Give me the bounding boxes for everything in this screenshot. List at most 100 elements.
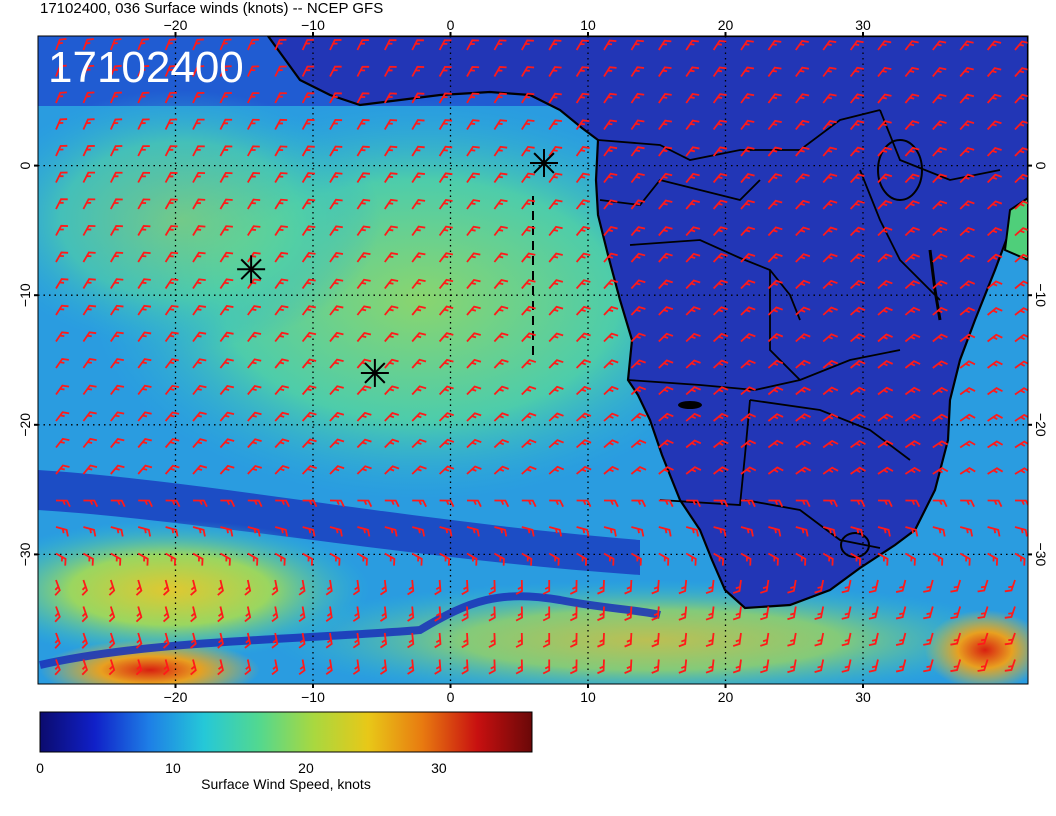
- wind-barb: [658, 526, 672, 537]
- wind-barb: [658, 92, 672, 104]
- wind-barb: [548, 119, 563, 130]
- wind-barb: [868, 579, 879, 594]
- colorbar-tick-label: 30: [431, 760, 447, 776]
- wind-barb: [849, 66, 865, 78]
- x-tick-top: [449, 32, 452, 36]
- map-frame: [37, 35, 1029, 685]
- x-tick-label-top: −20: [164, 17, 188, 33]
- wind-barb: [54, 579, 61, 596]
- wind-barb: [822, 173, 838, 184]
- wind-barb: [548, 465, 565, 475]
- wind-barb: [987, 307, 1003, 316]
- wind-barb: [493, 252, 508, 263]
- wind-barb: [329, 172, 343, 183]
- wind-barb: [461, 686, 468, 700]
- wind-barb: [108, 659, 116, 676]
- x-tick-label-bottom: −20: [164, 689, 188, 705]
- wind-barb: [877, 93, 892, 104]
- wind-barb: [548, 199, 563, 210]
- wind-barb: [904, 120, 920, 131]
- wind-barb: [685, 439, 702, 449]
- wind-barb: [987, 526, 1001, 537]
- wind-barb: [959, 93, 975, 104]
- wind-barb: [850, 499, 866, 508]
- wind-barb: [356, 172, 371, 183]
- wind-barb: [329, 499, 345, 508]
- wind-barb: [658, 39, 672, 51]
- wind-barb: [324, 686, 332, 701]
- wind-barb: [1004, 579, 1016, 593]
- wind-barb: [986, 173, 1003, 184]
- wind-barb: [271, 659, 279, 676]
- wind-barb: [109, 91, 122, 104]
- wind-barb: [274, 465, 290, 475]
- wind-barb: [877, 306, 893, 316]
- wind-barb: [493, 438, 510, 449]
- wind-barb: [521, 279, 536, 290]
- wind-barb: [877, 280, 893, 290]
- wind-barb: [411, 332, 427, 343]
- wind-barb: [685, 93, 700, 104]
- wind-barb: [597, 579, 605, 595]
- wind-barb: [164, 358, 179, 369]
- wind-barb: [576, 499, 592, 508]
- wind-barb: [411, 92, 425, 104]
- wind-barb: [977, 632, 989, 646]
- wind-barb: [932, 280, 948, 290]
- wind-barb: [301, 145, 315, 157]
- wind-barb: [411, 526, 426, 537]
- wind-barb: [923, 579, 934, 593]
- wind-barb: [868, 659, 879, 673]
- wind-barb: [685, 332, 701, 343]
- wind-barb: [329, 39, 342, 51]
- observation-markers: [237, 149, 558, 387]
- wind-barb: [767, 279, 783, 290]
- wind-barb: [164, 464, 180, 475]
- wind-barb: [164, 38, 177, 51]
- wind-barb: [732, 579, 742, 594]
- wind-barb: [658, 119, 673, 131]
- x-tick-label-top: 20: [718, 17, 734, 33]
- wind-barb: [740, 332, 756, 343]
- wind-barb: [488, 686, 495, 700]
- wind-barb: [986, 93, 1002, 104]
- wind-barb: [438, 252, 454, 263]
- wind-barb: [247, 358, 262, 369]
- wind-barb: [787, 659, 797, 674]
- wind-barb: [356, 411, 372, 422]
- wind-barb: [877, 66, 892, 78]
- wind-barb: [466, 358, 482, 369]
- wind-barb: [379, 606, 388, 622]
- wind-barb: [217, 606, 224, 623]
- wind-barb: [411, 385, 427, 396]
- wind-barb: [987, 360, 1003, 369]
- wind-barb: [329, 305, 344, 316]
- wind-barb: [247, 499, 263, 508]
- wind-barb: [274, 438, 290, 449]
- y-tick-left: [34, 294, 38, 297]
- wind-barb: [247, 331, 262, 343]
- wind-barb: [767, 226, 783, 237]
- wind-barb: [569, 659, 578, 675]
- y-tick-label-right: −10: [1033, 283, 1049, 307]
- wind-barb: [877, 200, 893, 210]
- wind-barb: [110, 224, 123, 236]
- wind-barb: [521, 332, 536, 343]
- wind-barb: [841, 659, 852, 673]
- wind-barb: [493, 279, 509, 290]
- wind-barb: [795, 526, 809, 537]
- wind-barb: [162, 659, 170, 676]
- wind-barb: [411, 465, 427, 475]
- wind-barb: [165, 499, 181, 508]
- wind-barb: [434, 632, 442, 649]
- wind-barb: [411, 278, 426, 290]
- wind-barb: [220, 499, 236, 508]
- wind-barb: [932, 173, 948, 184]
- wind-barb: [461, 606, 469, 622]
- wind-barb: [329, 118, 343, 130]
- wind-barb: [842, 685, 851, 700]
- wind-barb: [732, 659, 742, 674]
- wind-barb: [137, 198, 151, 210]
- wind-barb: [438, 145, 453, 157]
- wind-barb: [438, 119, 453, 130]
